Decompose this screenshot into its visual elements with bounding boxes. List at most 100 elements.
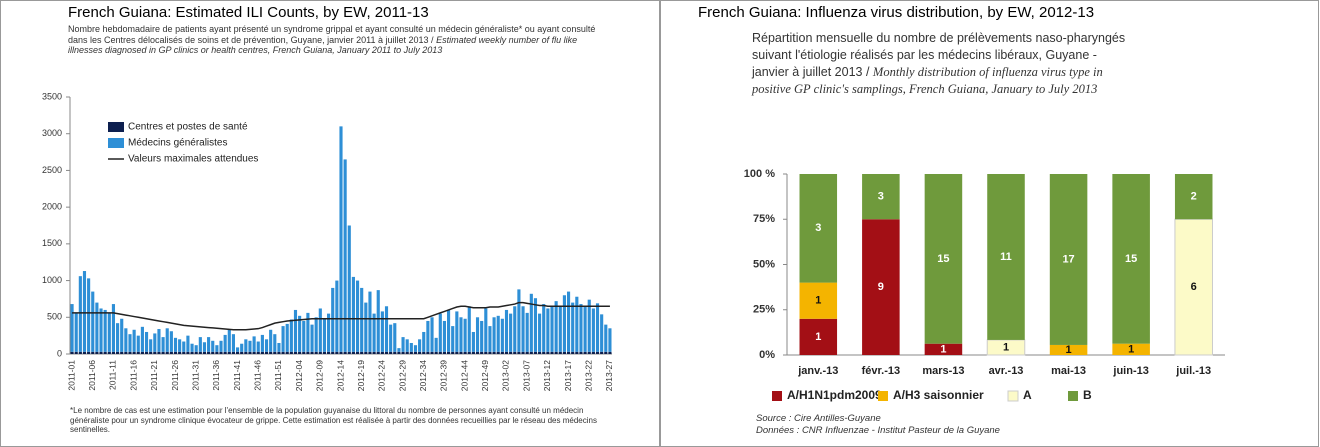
bar [587,351,591,354]
bar [360,287,364,352]
bar [471,351,475,354]
bar [405,339,409,352]
bar [128,351,132,354]
bar [500,318,504,352]
bar [413,351,418,354]
legend-label: B [1083,388,1092,402]
bar [70,304,74,352]
bar [376,290,380,352]
bar [99,351,103,354]
bar [186,351,190,354]
bar [310,324,314,352]
data-label: 3 [815,222,821,234]
bar [372,313,376,352]
bar [401,337,405,352]
bar [169,351,173,354]
bar [240,351,244,354]
bar [235,351,240,354]
bar [165,351,169,354]
bar [327,313,331,352]
bar [169,331,173,352]
bar [480,320,484,352]
x-tick-label: 2011-36 [211,360,221,391]
bar [546,351,550,354]
bar [314,317,318,352]
bar [182,341,186,352]
bar [500,351,504,354]
x-tick-label: 2011-46 [253,360,263,391]
bar [558,307,562,352]
bar [153,351,157,354]
bar [368,291,372,352]
legend-label: A/H1N1pdm2009 [787,388,882,402]
legend-label: A [1023,388,1032,402]
x-tick-label: juin-13 [1112,365,1148,377]
bar [211,340,215,352]
bar [451,351,455,354]
bar [322,351,327,354]
bar [78,351,82,354]
bar [488,326,492,352]
bar [310,351,314,354]
y-tick-label: 100 % [744,168,775,180]
footnote: *Le nombre de cas est une estimation pou… [70,406,597,434]
x-tick-label: 2012-39 [439,360,449,391]
bar [604,351,608,354]
y-tick-label: 500 [47,312,62,322]
bar [331,287,335,352]
bar [1049,174,1088,345]
bar [99,308,103,352]
data-label: 11 [1000,251,1012,263]
bar [343,351,347,354]
bar [103,309,107,352]
y-tick-label: 0 [57,348,62,358]
bar [438,351,442,354]
legend-swatch [878,391,888,401]
bar [244,339,248,352]
bar [194,351,198,354]
x-tick-label: 2011-26 [170,360,180,391]
legend-label: Valeurs maximales attendues [128,154,258,165]
description-en: Estimated weekly number of flu like illn… [68,34,578,56]
x-tick-label: 2011-51 [273,360,283,391]
bar [231,334,235,352]
bar [281,326,285,352]
panel-title: French Guiana: Estimated ILI Counts, by … [68,4,429,21]
bar [74,312,78,352]
bar [157,351,161,354]
bar [264,351,269,354]
bar [231,351,235,354]
bar [413,345,418,352]
bar [306,312,310,352]
data-label: 1 [815,295,821,307]
description-en: Monthly distribution of influenza virus … [752,65,1103,96]
bar [488,351,492,354]
bar [393,323,397,352]
x-tick-label: 2012-09 [315,360,325,391]
x-tick-label: juil.-13 [1175,365,1211,377]
bar [484,351,488,354]
bar [575,296,579,352]
bar [1112,343,1150,355]
bar [161,351,165,354]
x-tick-label: 2013-17 [563,360,573,391]
bar [252,336,256,352]
data-label: 1 [1128,343,1134,355]
bar [422,351,426,354]
bar [327,351,331,354]
bar [235,347,240,352]
bar [298,351,302,354]
bar [355,280,360,352]
bar [521,351,525,354]
bar [550,351,554,354]
bar [492,351,496,354]
bar [256,351,260,354]
y-tick-label: 3000 [42,128,62,138]
bar [455,351,459,354]
bar [579,304,583,352]
bar [368,351,372,354]
bar [215,351,219,354]
bar [558,351,562,354]
bar [314,351,318,354]
bar [799,318,838,355]
